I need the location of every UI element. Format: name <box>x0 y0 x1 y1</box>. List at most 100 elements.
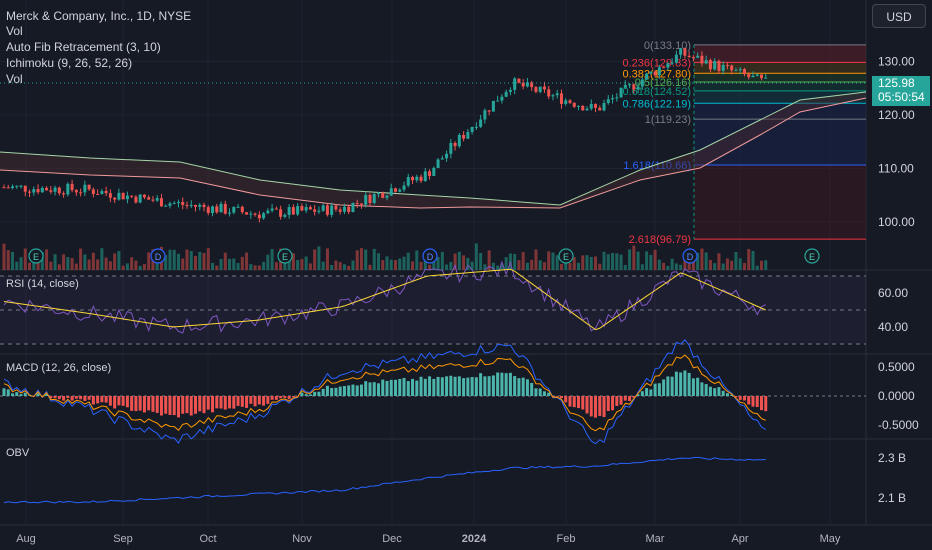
volume-bar <box>389 259 393 270</box>
macd-histogram-bar <box>700 382 704 396</box>
macd-label[interactable]: MACD (12, 26, close) <box>6 362 112 374</box>
volume-bar <box>49 261 53 270</box>
macd-histogram-bar <box>632 396 636 398</box>
macd-histogram-bar <box>376 383 380 396</box>
macd-histogram-bar <box>23 392 27 396</box>
macd-histogram-bar <box>572 396 576 408</box>
obv-line <box>3 456 766 504</box>
candle-body <box>308 207 312 210</box>
volume-bar <box>206 248 210 270</box>
volume-bar <box>398 258 402 270</box>
dividend-marker <box>682 248 698 264</box>
volume-bar <box>687 262 691 270</box>
candle-body <box>202 204 206 208</box>
candle-body <box>483 110 487 120</box>
volume-bar <box>270 248 274 270</box>
macd-histogram-bar <box>628 396 632 402</box>
macd-histogram-bar <box>457 376 461 396</box>
volume-bar <box>351 260 355 270</box>
volume-bar <box>538 260 542 270</box>
volume-bar <box>325 248 329 270</box>
volume-bar <box>19 257 23 270</box>
macd-histogram-bar <box>415 380 419 396</box>
legend-volume[interactable]: Vol <box>6 24 23 38</box>
candle-body <box>62 193 66 195</box>
volume-bar <box>640 264 644 270</box>
volume-bar <box>342 264 346 270</box>
macd-histogram-bar <box>530 382 534 396</box>
candle-body <box>198 204 202 207</box>
volume-bar <box>296 259 300 270</box>
volume-bar <box>742 262 746 270</box>
volume-bar <box>551 252 555 270</box>
candle-body <box>594 104 598 108</box>
volume-bar <box>45 249 49 270</box>
volume-bar <box>100 248 104 270</box>
candle-body <box>628 84 632 86</box>
macd-tick: -0.5000 <box>878 418 919 432</box>
fib-zone <box>694 119 866 165</box>
macd-histogram-bar <box>79 396 83 400</box>
macd-histogram-bar <box>228 396 232 409</box>
volume-bar <box>453 253 457 270</box>
macd-histogram-bar <box>359 384 363 396</box>
macd-histogram-bar <box>313 391 317 396</box>
ichimoku-span-b <box>0 97 867 209</box>
legend-ichimoku[interactable]: Ichimoku (9, 26, 52, 26) <box>6 56 133 70</box>
volume-bar <box>445 264 449 270</box>
macd-histogram-bar <box>619 396 623 405</box>
macd-histogram-bar <box>15 392 19 396</box>
candle-body <box>734 70 738 72</box>
volume-bar <box>759 260 763 270</box>
candle-body <box>564 100 568 104</box>
candle-body <box>530 82 534 88</box>
macd-histogram-bar <box>206 396 210 410</box>
candle-body <box>376 192 380 195</box>
macd-histogram-bar <box>185 396 189 414</box>
candle-body <box>542 86 546 90</box>
volume-bar <box>142 264 146 270</box>
legend-volume-2[interactable]: Vol <box>6 72 23 86</box>
macd-histogram-bar <box>483 376 487 396</box>
volume-bar <box>338 262 342 270</box>
last-price: 125.98 <box>878 76 915 90</box>
volume-bar <box>40 252 44 270</box>
x-axis-label: Apr <box>731 533 748 545</box>
candle-body <box>666 63 670 68</box>
macd-histogram-bar <box>657 383 661 396</box>
volume-bar <box>23 248 27 270</box>
macd-histogram-bar <box>755 396 759 408</box>
candle-body <box>679 48 683 55</box>
candle-body <box>287 207 291 215</box>
volume-bar <box>368 264 372 270</box>
macd-histogram-bar <box>96 396 100 404</box>
macd-histogram-bar <box>2 388 6 396</box>
macd-histogram-bar <box>538 388 542 396</box>
volume-bar <box>713 263 717 270</box>
obv-label[interactable]: OBV <box>6 447 30 459</box>
volume-bar <box>194 256 197 270</box>
volume-bar <box>636 251 640 270</box>
rsi-line <box>3 260 766 334</box>
fib-level-label: 2.618(96.79) <box>629 234 691 246</box>
candle-body <box>500 96 504 101</box>
candle-body <box>585 108 589 111</box>
candle-body <box>713 60 717 70</box>
volume-bar <box>300 258 304 270</box>
candle-body <box>551 95 555 97</box>
x-axis-label: Sep <box>113 533 133 545</box>
fib-zone <box>694 164 866 240</box>
macd-histogram-bar <box>219 396 223 409</box>
volume-bar <box>181 258 185 270</box>
candle-body <box>559 93 563 104</box>
volume-bar <box>121 265 125 270</box>
legend-auto-fib[interactable]: Auto Fib Retracement (3, 10) <box>6 40 161 54</box>
candle-body <box>351 202 355 212</box>
currency-button[interactable]: USD <box>872 4 926 28</box>
fib-zone <box>694 44 866 63</box>
rsi-label[interactable]: RSI (14, close) <box>6 278 79 290</box>
candle-body <box>415 176 419 181</box>
fib-level-label: 0.382(127.80) <box>623 68 692 80</box>
candle-body <box>453 142 457 147</box>
